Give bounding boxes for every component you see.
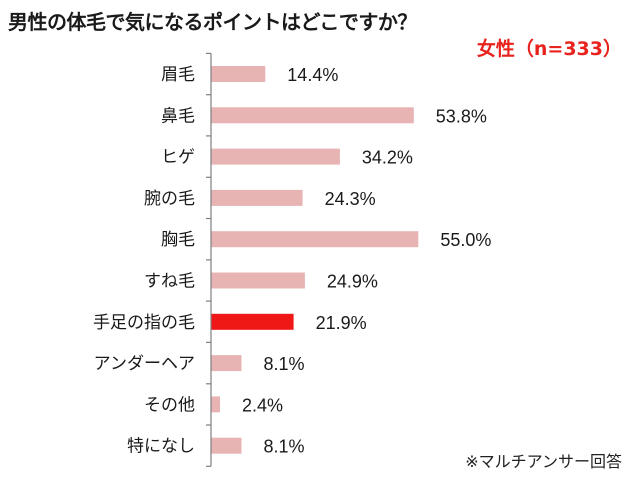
category-label: すね毛 [144, 272, 195, 292]
bar [211, 437, 242, 454]
data-label: 24.9% [327, 272, 378, 292]
bar [211, 355, 242, 372]
data-label: 21.9% [316, 313, 367, 333]
data-label: 8.1% [264, 437, 305, 457]
bar [211, 189, 303, 206]
data-label: 24.3% [325, 189, 376, 209]
data-label: 34.2% [362, 148, 413, 168]
bar [211, 231, 419, 248]
category-label: 手足の指の毛 [93, 313, 195, 333]
category-label: アンダーヘア [94, 354, 195, 374]
category-label: 胸毛 [161, 230, 195, 250]
category-label: 腕の毛 [144, 189, 195, 209]
bar [211, 272, 305, 289]
chart-title: 男性の体毛で気になるポイントはどこですか？ [8, 10, 417, 34]
data-label: 55.0% [440, 230, 491, 250]
category-label: その他 [144, 395, 195, 415]
data-label: 8.1% [264, 354, 305, 374]
bar [211, 107, 414, 124]
category-label: 鼻毛 [161, 106, 195, 126]
bar [211, 148, 340, 165]
category-label: 眉毛 [161, 65, 195, 85]
category-label: ヒゲ [161, 148, 195, 168]
chart-note: ※マルチアンサー回答 [465, 452, 622, 471]
category-label: 特になし [127, 437, 195, 457]
chart-subtitle: 女性（n=333） [476, 38, 622, 60]
bar [211, 313, 294, 330]
bar [211, 66, 266, 82]
data-label: 53.8% [436, 106, 487, 126]
bar [211, 396, 220, 413]
data-label: 14.4% [287, 65, 338, 85]
data-label: 2.4% [242, 395, 283, 415]
